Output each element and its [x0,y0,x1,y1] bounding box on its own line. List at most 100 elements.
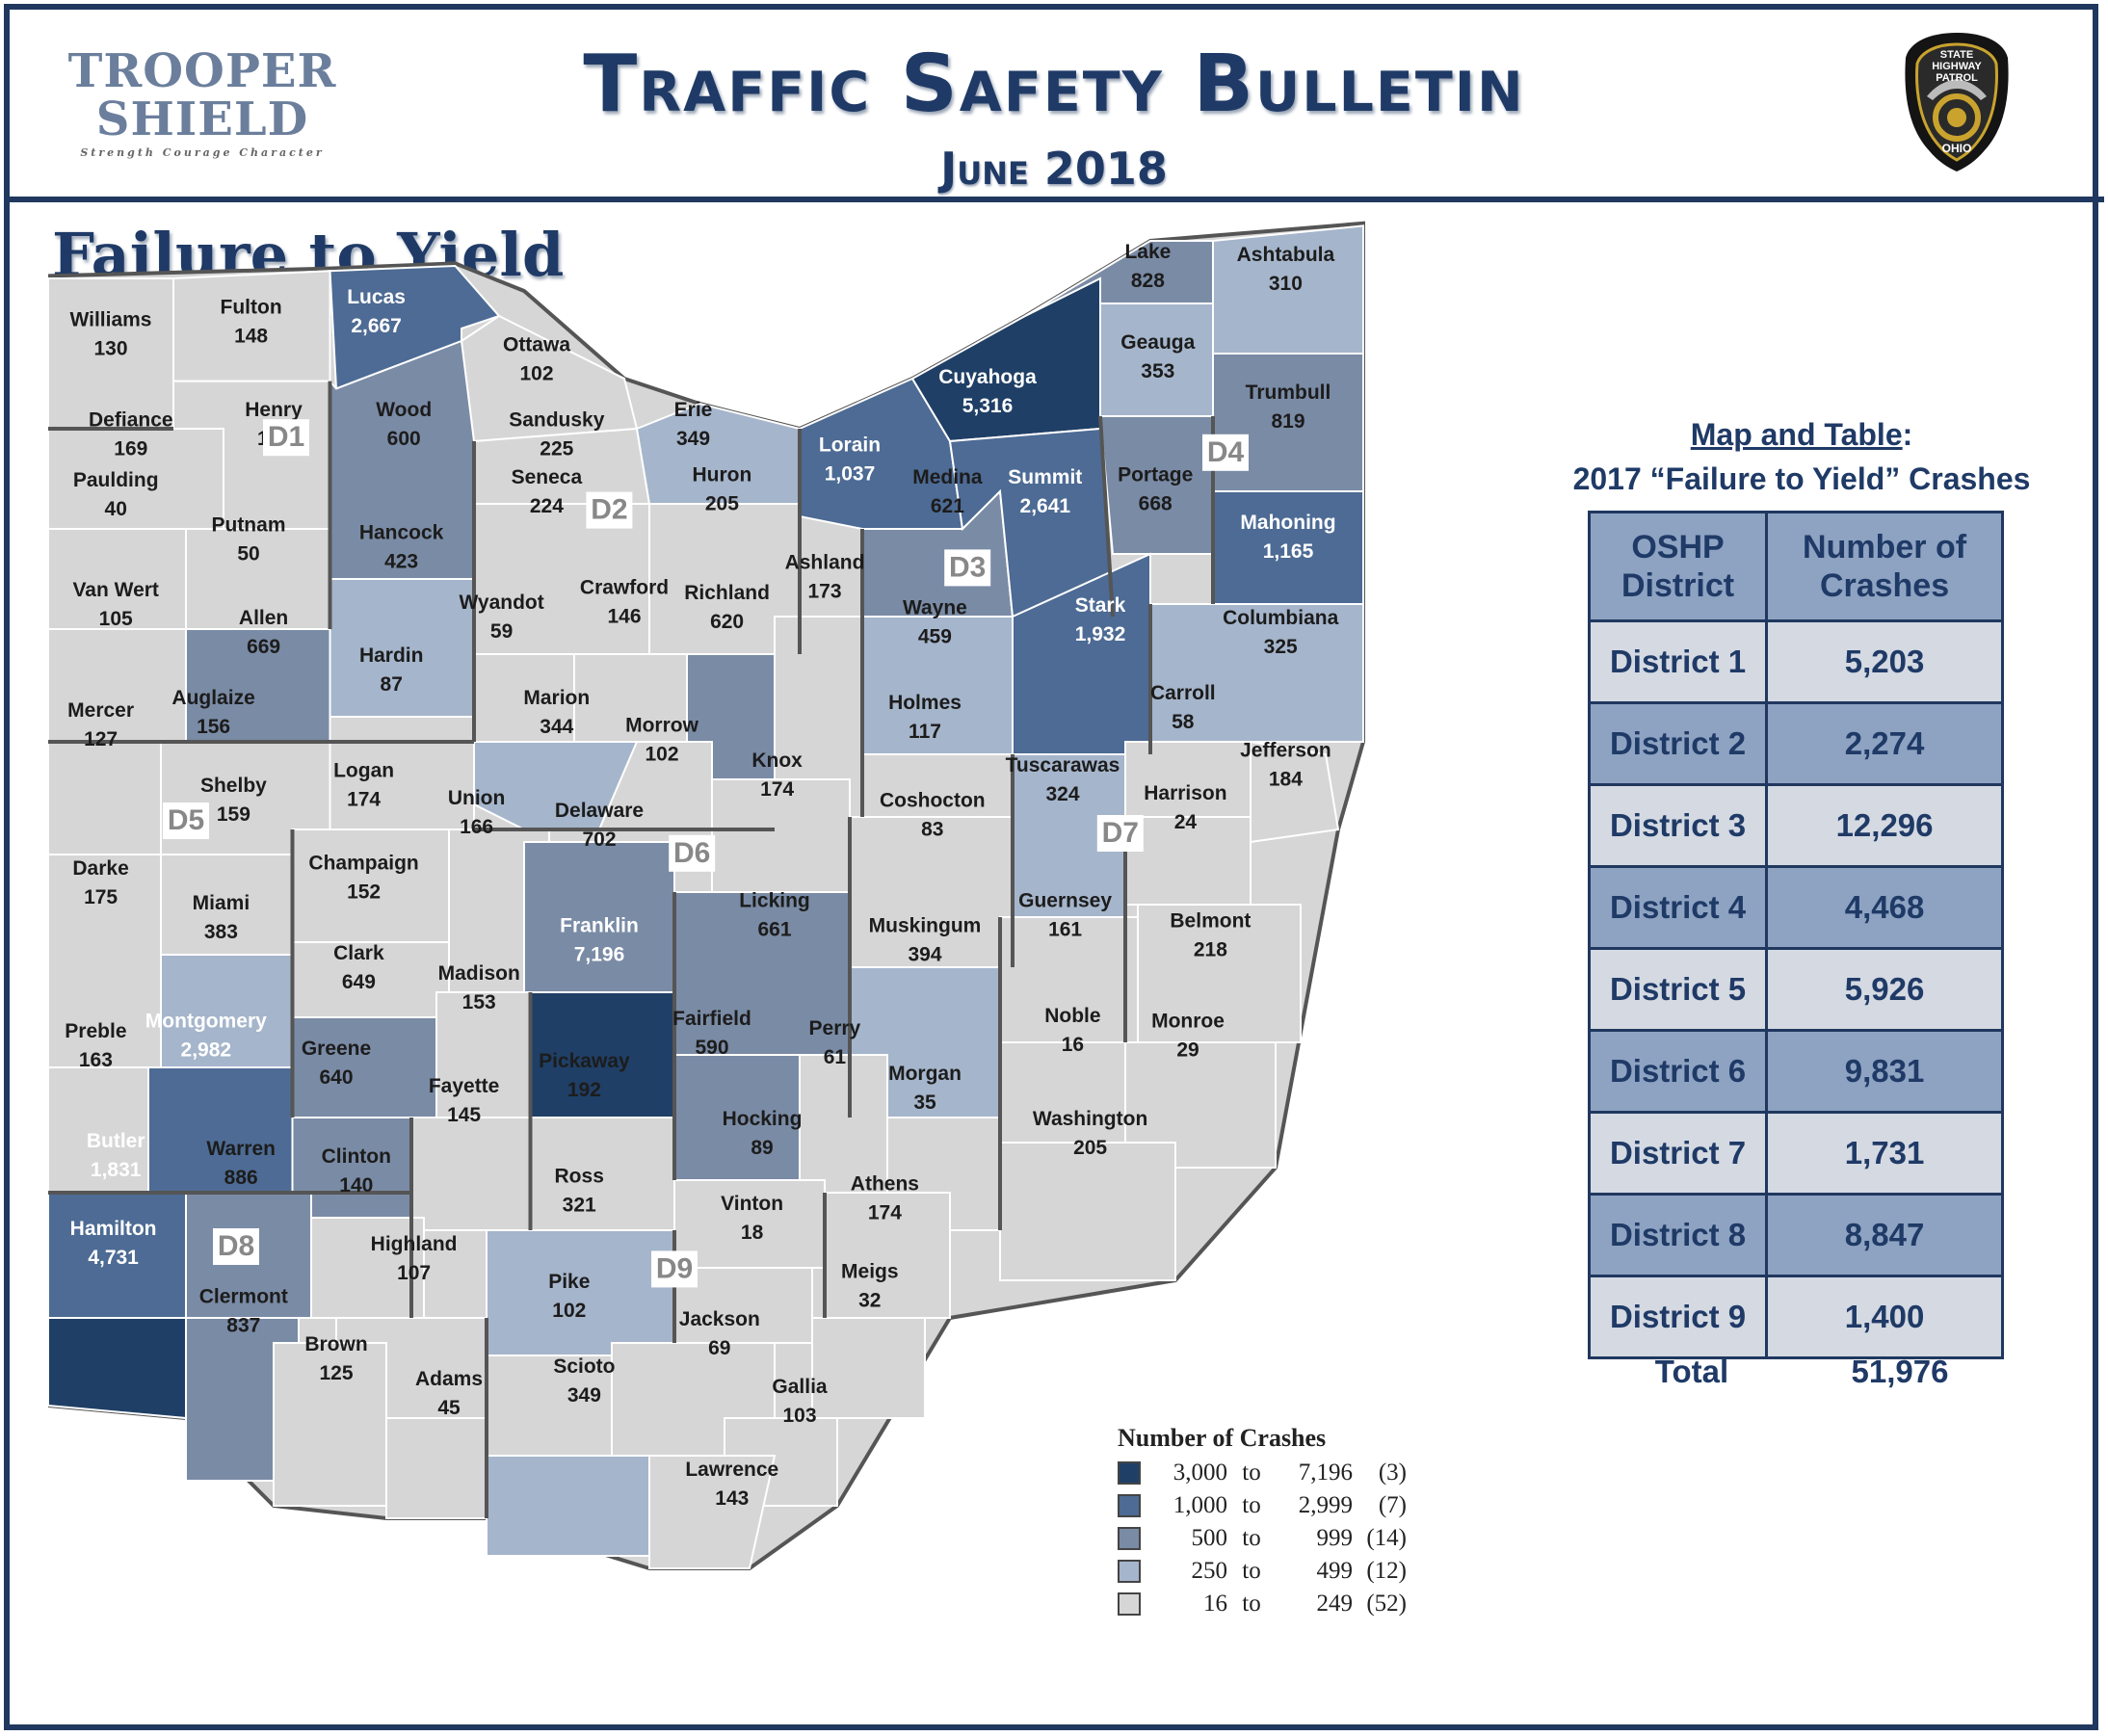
county-label-scioto: Scioto [553,1355,615,1378]
county-value-pickaway: 192 [567,1079,601,1101]
district-label-box [1202,434,1249,471]
county-value-scioto: 349 [567,1384,601,1407]
county-value-preble: 163 [79,1049,113,1071]
county-value-mercer: 127 [84,728,118,750]
county-label-hocking: Hocking [723,1108,803,1130]
legend-upto: 7,196 [1298,1460,1353,1486]
county-value-harrison: 24 [1174,811,1198,833]
district-label-d4: D4 [1207,436,1245,468]
district-cell: District 7 [1587,1111,1769,1196]
county-value-gallia: 103 [782,1405,816,1427]
county-value-hocking: 89 [751,1137,773,1159]
table-row: District 4 4,468 [1587,865,2004,950]
county-label-medina: Medina [912,466,983,488]
county-label-highland: Highland [371,1233,458,1255]
county-value-muskingum: 394 [908,944,941,966]
table-row: District 1 5,203 [1587,619,2004,704]
trooper-shield-logo: TROOPER SHIELD Strength Courage Characte… [58,39,347,164]
district-label-box [944,549,991,587]
legend-row: 3,000 to 7,196 (3) [1118,1457,1407,1489]
county-value-knox: 174 [760,778,794,801]
legend-to: to [1242,1492,1261,1518]
county-label-pickaway: Pickaway [539,1050,630,1072]
county-label-harrison: Harrison [1144,782,1226,804]
county-value-morgan: 35 [913,1092,936,1114]
county-value-ashtabula: 310 [1269,273,1303,295]
county-value-butler: 1,831 [91,1159,142,1181]
district-cell: District 6 [1587,1029,1769,1114]
legend-title: Number of Crashes [1118,1424,1327,1452]
legend-from: 500 [1191,1525,1228,1551]
county-value-columbiana: 325 [1264,636,1298,658]
county-value-hancock: 423 [384,550,418,572]
county-value-ross: 321 [563,1195,596,1217]
county-value-clark: 649 [342,971,376,993]
county-value-athens: 174 [868,1201,902,1223]
county-label-perry: Perry [809,1017,861,1039]
county-label-defiance: Defiance [89,408,173,431]
page-subtitle: June 2018 [940,143,1168,195]
county-label-champaign: Champaign [308,853,418,875]
legend-count: (52) [1366,1591,1407,1617]
district-cell: District 3 [1587,783,1769,868]
legend-to: to [1242,1525,1261,1551]
crashes-cell: 4,468 [1765,865,2004,950]
county-label-summit: Summit [1008,466,1082,488]
county-label-washington: Washington [1033,1108,1147,1130]
county-value-ashland: 173 [807,581,841,603]
county-label-hamilton: Hamilton [70,1218,157,1240]
county-label-erie: Erie [674,399,713,421]
county-value-coshocton: 83 [921,819,943,841]
county-label-stark: Stark [1075,594,1126,617]
legend-row: 500 to 999 (14) [1118,1522,1407,1555]
county-label-gallia: Gallia [772,1376,828,1398]
county-value-adams: 45 [437,1397,461,1419]
county-value-montgomery: 2,982 [181,1039,232,1061]
total-row: Total 51,976 [1588,1354,2004,1390]
county-label-clinton: Clinton [322,1145,391,1168]
county-value-lorain: 1,037 [825,462,876,485]
county-value-sandusky: 225 [540,437,573,460]
county-label-lake: Lake [1124,241,1171,263]
legend-row: 1,000 to 2,999 (7) [1118,1489,1407,1522]
county-montgomery [147,1066,294,1194]
county-ross [486,1229,675,1356]
county-label-belmont: Belmont [1170,909,1251,932]
county-label-ross: Ross [555,1166,604,1188]
logo-line-1: TROOPER [67,44,337,98]
county-value-marion: 344 [540,716,573,738]
county-label-wyandot: Wyandot [459,592,543,614]
badge-text-patrol: PATROL [1936,72,1978,84]
county-value-highland: 107 [397,1262,431,1284]
district-label-box [263,419,309,457]
county-value-warren: 886 [224,1167,258,1189]
legend-to: to [1242,1558,1261,1584]
county-label-cuyahoga: Cuyahoga [938,366,1037,388]
county-belmont [1137,904,1302,1043]
county-label-logan: Logan [333,759,394,781]
county-label-portage: Portage [1118,464,1193,487]
county-label-morrow: Morrow [625,715,698,737]
county-value-clinton: 140 [339,1174,373,1197]
county-value-stark: 1,932 [1075,623,1126,645]
county-van-wert [48,628,187,743]
county-label-shelby: Shelby [200,775,267,797]
badge-text-top: STATE [1940,49,1973,61]
district-table: OSHP District Number of Crashes District… [1587,511,2004,1359]
legend-row: 16 to 249 (52) [1118,1588,1407,1620]
legend-swatch [1118,1560,1141,1583]
county-value-fayette: 145 [447,1104,481,1126]
county-value-guernsey: 161 [1048,919,1082,941]
district-cell: District 4 [1587,865,1769,950]
legend-to: to [1242,1460,1261,1486]
county-label-montgomery: Montgomery [145,1010,267,1032]
table-title-main: Map and Table [1690,417,1903,452]
county-value-greene: 640 [319,1066,353,1089]
county-label-columbiana: Columbiana [1223,607,1338,629]
page-title: Traffic Safety Bulletin [583,39,1525,130]
county-label-preble: Preble [65,1020,126,1042]
header-divider [4,197,2104,202]
county-value-perry: 61 [824,1046,847,1068]
county-label-richland: Richland [684,582,770,604]
county-label-delaware: Delaware [555,800,644,822]
